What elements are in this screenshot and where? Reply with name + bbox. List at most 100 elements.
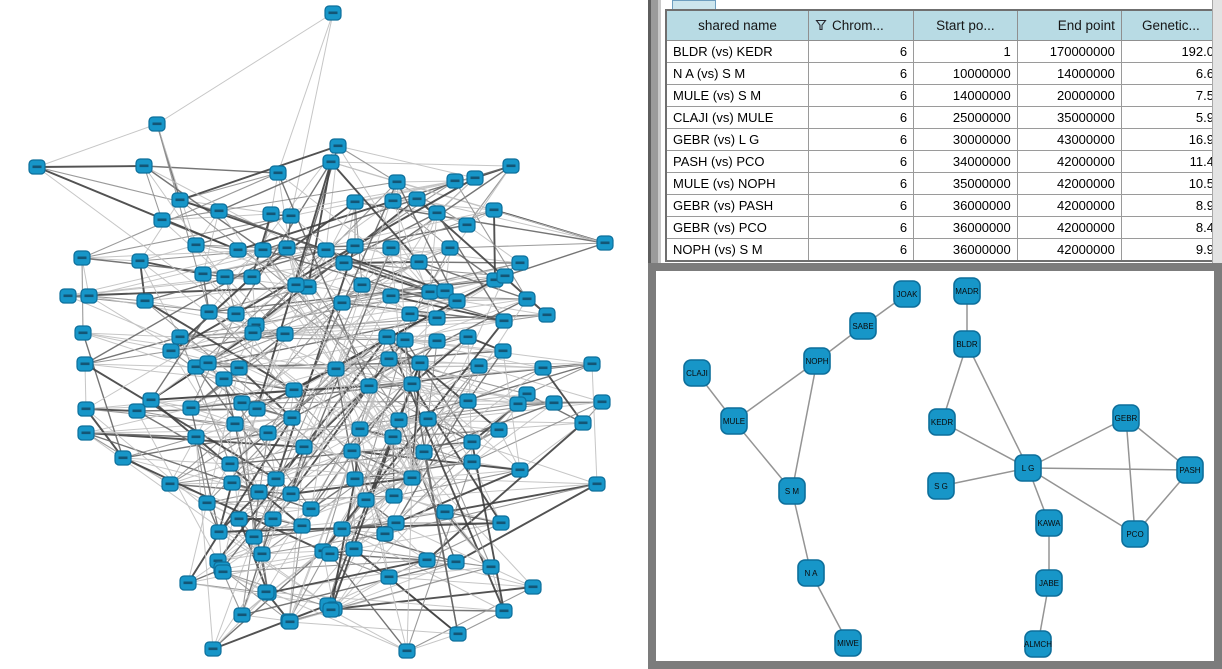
table-cell[interactable]: 35000000 [1016,106,1122,129]
table-cell[interactable]: 14000000 [913,84,1018,107]
network-node[interactable] [459,393,477,409]
network-node[interactable] [388,174,406,190]
network-node[interactable] [329,138,347,154]
network-node[interactable] [230,360,248,376]
table-cell[interactable]: BLDR (vs) KEDR [665,40,809,63]
table-cell[interactable]: 16.9 [1120,128,1222,151]
network-node-sabe[interactable]: SABE [849,312,877,340]
network-node[interactable] [588,476,606,492]
network-node[interactable] [333,295,351,311]
table-row[interactable]: N A (vs) S M 6 10000000 14000000 6.6 [665,62,1222,85]
network-node[interactable] [470,358,488,374]
network-node[interactable] [415,444,433,460]
network-node[interactable] [524,579,542,595]
table-cell[interactable]: 30000000 [913,128,1018,151]
network-node[interactable] [267,471,285,487]
table-cell[interactable]: 25000000 [913,106,1018,129]
network-node-mule[interactable]: MULE [720,407,748,435]
table-cell[interactable]: 6 [807,84,915,107]
table-row[interactable]: NOPH (vs) S M 6 36000000 42000000 9.9 [665,238,1222,262]
table-row[interactable]: BLDR (vs) KEDR 6 1 170000000 192.0 [665,40,1222,63]
network-node-kedr[interactable]: KEDR [928,408,956,436]
detail-network-canvas[interactable]: JOAK MADR SABE BLDR NOPH CLAJI MULE KEDR GEBR L G… [656,271,1214,661]
network-node[interactable] [448,293,466,309]
table-row[interactable]: CLAJI (vs) MULE 6 25000000 35000000 5.9 [665,106,1222,129]
table-cell[interactable]: MULE (vs) S M [665,84,809,107]
network-node[interactable] [494,343,512,359]
network-node[interactable] [378,329,396,345]
table-cell[interactable]: 10.5 [1120,172,1222,195]
network-node[interactable] [200,304,218,320]
network-node[interactable] [162,343,180,359]
network-node-kawa[interactable]: KAWA [1035,509,1063,537]
network-node[interactable] [376,526,394,542]
network-node[interactable] [248,401,266,417]
filter-funnel-icon[interactable] [815,19,827,31]
network-node[interactable] [148,116,166,132]
network-node[interactable] [538,307,556,323]
network-node[interactable] [380,569,398,585]
table-row[interactable]: PASH (vs) PCO 6 34000000 42000000 11.4 [665,150,1222,173]
network-node[interactable] [194,266,212,282]
network-node[interactable] [282,208,300,224]
table-cell[interactable]: 11.4 [1120,150,1222,173]
network-node[interactable] [343,443,361,459]
network-node[interactable] [459,329,477,345]
table-cell[interactable]: 42000000 [1016,238,1122,262]
network-node[interactable] [490,422,508,438]
network-node[interactable] [380,351,398,367]
network-node[interactable] [384,429,402,445]
network-node[interactable] [227,306,245,322]
network-node[interactable] [215,371,233,387]
table-cell[interactable]: PASH (vs) PCO [665,150,809,173]
network-node[interactable] [534,360,552,376]
network-node[interactable] [198,495,216,511]
network-node[interactable] [387,515,405,531]
network-node[interactable] [226,416,244,432]
table-cell[interactable]: 8.9 [1120,194,1222,217]
table-cell[interactable]: 6 [807,62,915,85]
table-cell[interactable]: 42000000 [1016,216,1122,239]
network-node[interactable] [401,306,419,322]
network-node[interactable] [385,488,403,504]
network-node[interactable] [216,269,234,285]
network-node[interactable] [295,439,313,455]
table-cell[interactable]: 192.0 [1120,40,1222,63]
table-cell[interactable]: 20000000 [1016,84,1122,107]
column-header-3[interactable]: End point [1016,9,1122,41]
network-node[interactable] [317,242,335,258]
network-node[interactable] [74,325,92,341]
network-node[interactable] [214,564,232,580]
network-node[interactable] [210,203,228,219]
network-node[interactable] [419,411,437,427]
network-node[interactable] [408,191,426,207]
table-cell[interactable]: 36000000 [913,216,1018,239]
network-node[interactable] [396,332,414,348]
network-node[interactable] [346,194,364,210]
table-cell[interactable]: 6 [807,40,915,63]
network-node[interactable] [187,237,205,253]
network-node[interactable] [77,425,95,441]
table-cell[interactable]: 6 [807,172,915,195]
network-node[interactable] [495,313,513,329]
network-node-miwe[interactable]: MIWE [834,629,862,657]
network-node[interactable] [199,355,217,371]
network-node[interactable] [204,641,222,657]
network-node[interactable] [182,400,200,416]
table-cell[interactable]: 6 [807,128,915,151]
table-cell[interactable]: 7.5 [1120,84,1222,107]
table-cell[interactable]: GEBR (vs) PASH [665,194,809,217]
network-node[interactable] [593,394,611,410]
network-node[interactable] [428,333,446,349]
network-node[interactable] [446,173,464,189]
table-cell[interactable]: GEBR (vs) PCO [665,216,809,239]
network-node[interactable] [262,206,280,222]
table-cell[interactable]: 35000000 [913,172,1018,195]
table-cell[interactable]: 6 [807,106,915,129]
network-node-gebr[interactable]: GEBR [1112,404,1140,432]
table-cell[interactable]: N A (vs) S M [665,62,809,85]
network-node[interactable] [322,154,340,170]
column-header-1[interactable]: Chrom... [807,9,915,41]
network-node[interactable] [257,584,275,600]
network-node[interactable] [250,484,268,500]
